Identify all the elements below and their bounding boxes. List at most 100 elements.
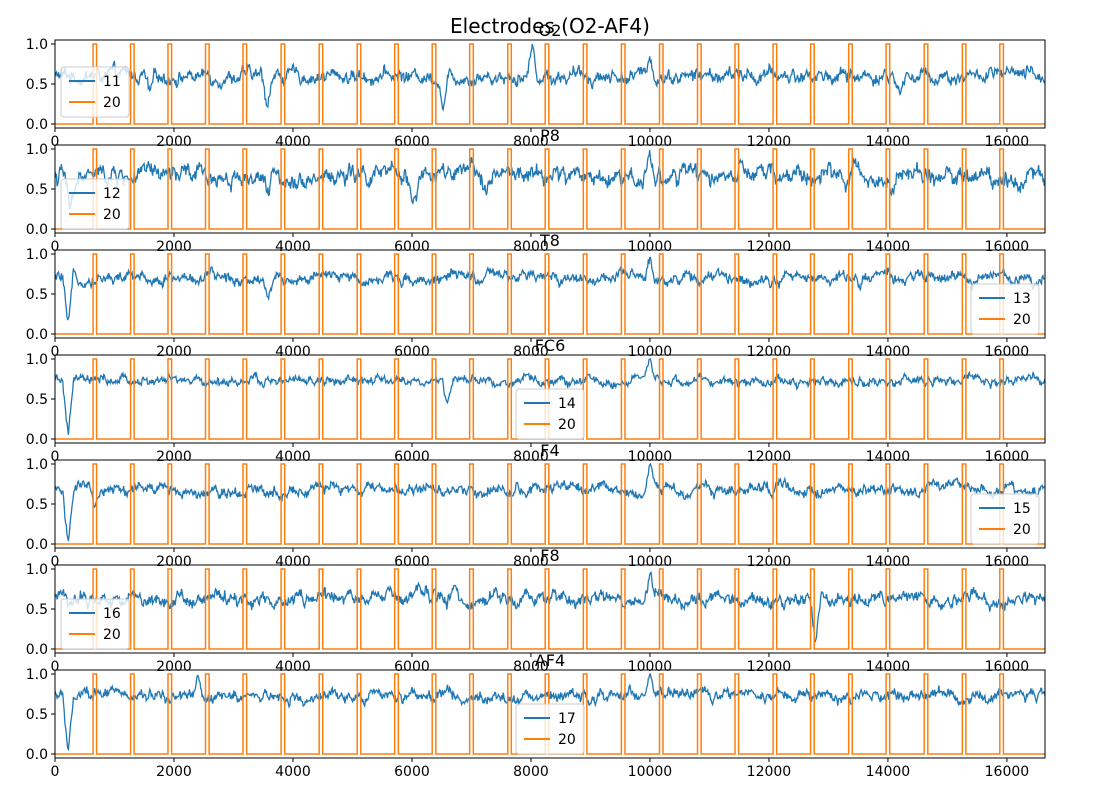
x-tick-label: 8000 <box>513 449 549 465</box>
x-tick-label: 12000 <box>747 764 792 780</box>
x-tick-label: 0 <box>51 344 60 360</box>
x-tick-label: 16000 <box>985 449 1030 465</box>
x-tick-label: 4000 <box>275 764 311 780</box>
plot-area <box>55 148 1045 230</box>
x-tick-label: 10000 <box>628 134 673 150</box>
x-tick-label: 16000 <box>985 659 1030 675</box>
y-tick-label: 1.0 <box>26 37 48 53</box>
x-tick-label: 14000 <box>866 449 911 465</box>
x-tick-label: 4000 <box>275 344 311 360</box>
series-12-line <box>55 150 1045 210</box>
series-20-line <box>55 568 1045 650</box>
y-tick-label: 1.0 <box>26 667 48 683</box>
x-tick-label: 16000 <box>985 239 1030 255</box>
plot-area <box>55 672 1045 755</box>
legend-label-16: 16 <box>103 606 121 622</box>
plot-area <box>55 253 1045 335</box>
legend-label-12: 12 <box>103 186 121 202</box>
series-13-line <box>55 256 1045 321</box>
y-tick-label: 1.0 <box>26 562 48 578</box>
x-tick-label: 16000 <box>985 134 1030 150</box>
x-tick-label: 14000 <box>866 659 911 675</box>
legend-box <box>515 703 585 755</box>
x-tick-label: 14000 <box>866 554 911 570</box>
legend-box <box>970 493 1040 545</box>
x-tick-label: 6000 <box>394 239 430 255</box>
x-tick-label: 2000 <box>156 659 192 675</box>
x-tick-label: 14000 <box>866 764 911 780</box>
x-tick-label: 10000 <box>628 659 673 675</box>
x-tick-label: 2000 <box>156 764 192 780</box>
legend-label-17: 17 <box>558 711 576 727</box>
x-tick-label: 10000 <box>628 554 673 570</box>
x-tick-label: 16000 <box>985 764 1030 780</box>
x-tick-label: 14000 <box>866 239 911 255</box>
x-tick-label: 12000 <box>747 134 792 150</box>
plot-area <box>55 568 1045 650</box>
legend-box <box>515 388 585 440</box>
subplot-title: F8 <box>540 546 559 565</box>
x-tick-label: 12000 <box>747 449 792 465</box>
subplot-title: P8 <box>540 126 560 145</box>
series-20-line <box>55 253 1045 335</box>
x-tick-label: 8000 <box>513 134 549 150</box>
series-20-line <box>55 673 1045 755</box>
subplot-title: AF4 <box>535 651 565 670</box>
plot-area <box>55 462 1045 545</box>
x-tick-label: 12000 <box>747 239 792 255</box>
legend-label-20: 20 <box>558 417 576 433</box>
x-tick-label: 6000 <box>394 764 430 780</box>
y-tick-label: 1.0 <box>26 457 48 473</box>
x-tick-label: 10000 <box>628 764 673 780</box>
series-14-line <box>55 358 1045 435</box>
y-tick-label: 1.0 <box>26 142 48 158</box>
y-tick-label: 0.5 <box>26 287 48 303</box>
legend-label-20: 20 <box>1013 522 1031 538</box>
y-tick-label: 0.0 <box>26 222 48 238</box>
x-tick-label: 0 <box>51 134 60 150</box>
x-tick-label: 6000 <box>394 449 430 465</box>
x-tick-label: 4000 <box>275 239 311 255</box>
y-tick-label: 0.5 <box>26 77 48 93</box>
legend-label-20: 20 <box>1013 312 1031 328</box>
legend-label-20: 20 <box>103 207 121 223</box>
y-tick-label: 0.5 <box>26 182 48 198</box>
x-tick-label: 10000 <box>628 344 673 360</box>
y-tick-label: 0.5 <box>26 392 48 408</box>
x-tick-label: 2000 <box>156 134 192 150</box>
x-tick-label: 16000 <box>985 344 1030 360</box>
x-tick-label: 4000 <box>275 449 311 465</box>
subplot-title: T8 <box>539 231 560 250</box>
x-tick-label: 14000 <box>866 344 911 360</box>
legend-label-20: 20 <box>103 95 121 111</box>
x-tick-label: 2000 <box>156 449 192 465</box>
series-20-line <box>55 43 1045 125</box>
subplot-title: F4 <box>540 441 559 460</box>
x-tick-label: 4000 <box>275 659 311 675</box>
x-tick-label: 0 <box>51 239 60 255</box>
x-tick-label: 0 <box>51 659 60 675</box>
x-tick-label: 8000 <box>513 659 549 675</box>
legend-label-20: 20 <box>558 732 576 748</box>
legend-label-15: 15 <box>1013 501 1031 517</box>
y-tick-label: 0.0 <box>26 747 48 763</box>
subplot-panels: O20.00.51.00 2000 4000 6000 8000 10000 12000 14… <box>26 21 1046 780</box>
x-tick-label: 8000 <box>513 239 549 255</box>
y-tick-label: 0.5 <box>26 602 48 618</box>
subplot-t8: T80.00.51.00 2000 4000 6000 8000 10000 12000 14… <box>26 231 1046 360</box>
subplot-title: FC6 <box>535 336 566 355</box>
y-tick-label: 0.0 <box>26 327 48 343</box>
y-tick-label: 1.0 <box>26 247 48 263</box>
x-tick-label: 2000 <box>156 344 192 360</box>
legend-label-11: 11 <box>103 74 121 90</box>
x-tick-label: 12000 <box>747 659 792 675</box>
x-tick-label: 4000 <box>275 554 311 570</box>
